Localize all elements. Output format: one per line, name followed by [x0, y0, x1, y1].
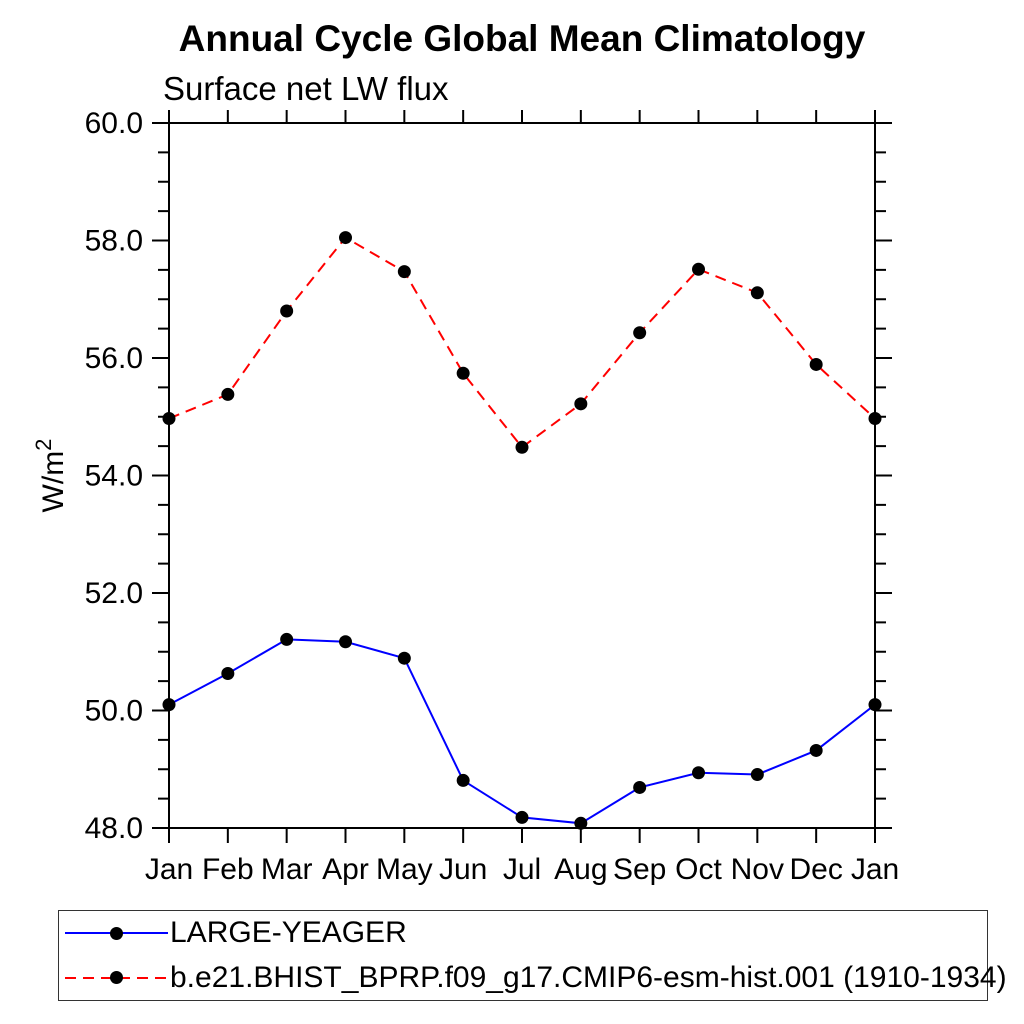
y-axis-title: W/m2 — [31, 439, 70, 513]
x-tick-label: Jan — [851, 853, 899, 886]
x-tick-label: Nov — [731, 853, 784, 886]
plot-frame — [168, 122, 876, 829]
x-tick-label: Sep — [613, 853, 666, 886]
x-tick-label: Jul — [503, 853, 541, 886]
legend-entry: LARGE-YEAGER — [59, 912, 987, 954]
x-tick-label: Dec — [789, 853, 842, 886]
marker-dot-icon — [110, 926, 123, 940]
x-tick-label: Feb — [202, 853, 254, 886]
legend: LARGE-YEAGER b.e21.BHIST_BPRP.f09_g17.CM… — [58, 910, 1007, 1001]
y-tick-label: 58.0 — [85, 225, 143, 258]
y-tick-label: 48.0 — [85, 812, 143, 845]
y-tick-label: 50.0 — [85, 695, 143, 728]
x-tick-label: Aug — [554, 853, 607, 886]
x-tick-label: Jun — [439, 853, 487, 886]
series-line-0 — [168, 638, 876, 825]
legend-line-sample — [65, 971, 168, 985]
marker-dot-icon — [110, 971, 123, 985]
series-markers-0 — [162, 632, 882, 830]
x-tick-label: Jan — [145, 853, 193, 886]
y-tick-label: 52.0 — [85, 577, 143, 610]
legend-label: b.e21.BHIST_BPRP.f09_g17.CMIP6-esm-hist.… — [170, 960, 1007, 994]
chart-title: Annual Cycle Global Mean Climatology — [178, 18, 866, 59]
y-tick-label: 54.0 — [85, 460, 143, 493]
x-tick-label: Apr — [322, 853, 369, 886]
axis-tick-labels: 48.0 50.0 52.0 54.0 56.0 58.0 60.0 Jan Feb Mar Apr… — [85, 107, 900, 886]
chart-subtitle: Surface net LW flux — [163, 70, 449, 107]
series-line-1 — [168, 236, 876, 449]
x-tick-label: May — [376, 853, 433, 886]
legend-label: LARGE-YEAGER — [170, 916, 407, 950]
x-tick-label: Oct — [675, 853, 722, 886]
legend-entry: b.e21.BHIST_BPRP.f09_g17.CMIP6-esm-hist.… — [59, 957, 1007, 999]
legend-line-sample — [65, 926, 168, 940]
x-tick-label: Mar — [261, 853, 313, 886]
y-tick-label: 56.0 — [85, 342, 143, 375]
axis-ticks — [152, 110, 892, 843]
series-markers-1 — [162, 231, 882, 454]
y-tick-label: 60.0 — [85, 107, 143, 140]
